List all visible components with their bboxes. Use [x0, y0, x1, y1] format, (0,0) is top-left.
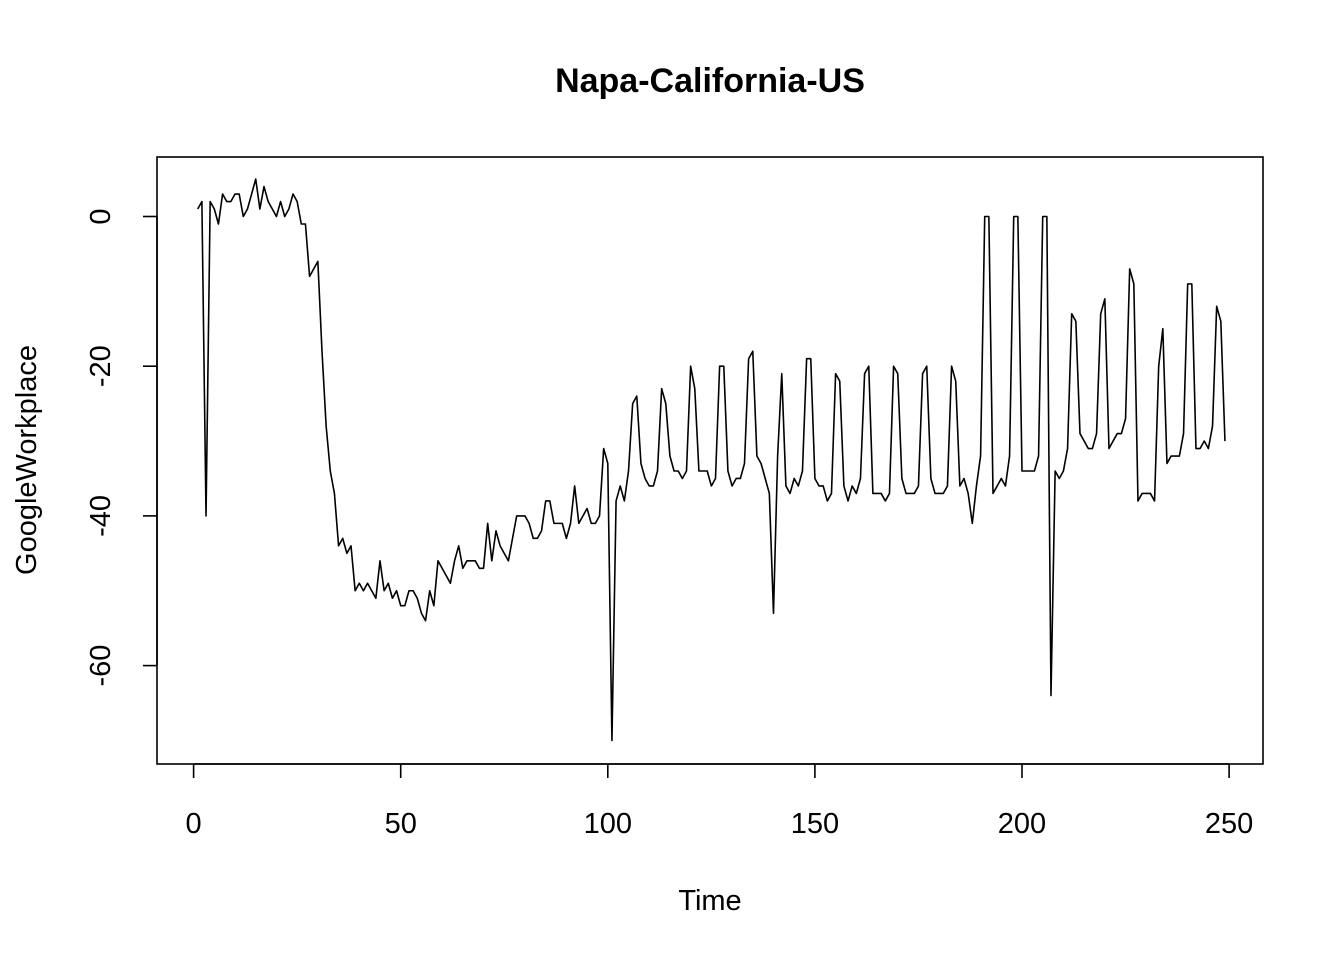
y-axis-label: GoogleWorkplace — [11, 345, 43, 575]
y-tick-label: -60 — [85, 645, 117, 687]
x-tick-label: 150 — [791, 808, 839, 840]
x-axis-label: Time — [678, 885, 741, 917]
x-tick-label: 50 — [385, 808, 417, 840]
x-tick-label: 0 — [186, 808, 202, 840]
y-tick-label: -40 — [85, 495, 117, 537]
y-tick-label: -20 — [85, 345, 117, 387]
y-tick-label: 0 — [85, 208, 117, 224]
plot-frame — [156, 156, 1264, 765]
x-tick-label: 200 — [998, 808, 1046, 840]
x-tick-label: 100 — [584, 808, 632, 840]
series-line-0 — [197, 178, 1226, 742]
x-tick-label: 250 — [1205, 808, 1253, 840]
y-axis: 0 -20 -40 -60 — [85, 208, 158, 687]
plot-area — [197, 178, 1226, 742]
chart-title: Napa-California-US — [555, 62, 865, 100]
x-axis: 0 50 100 150 200 250 — [186, 763, 1253, 840]
